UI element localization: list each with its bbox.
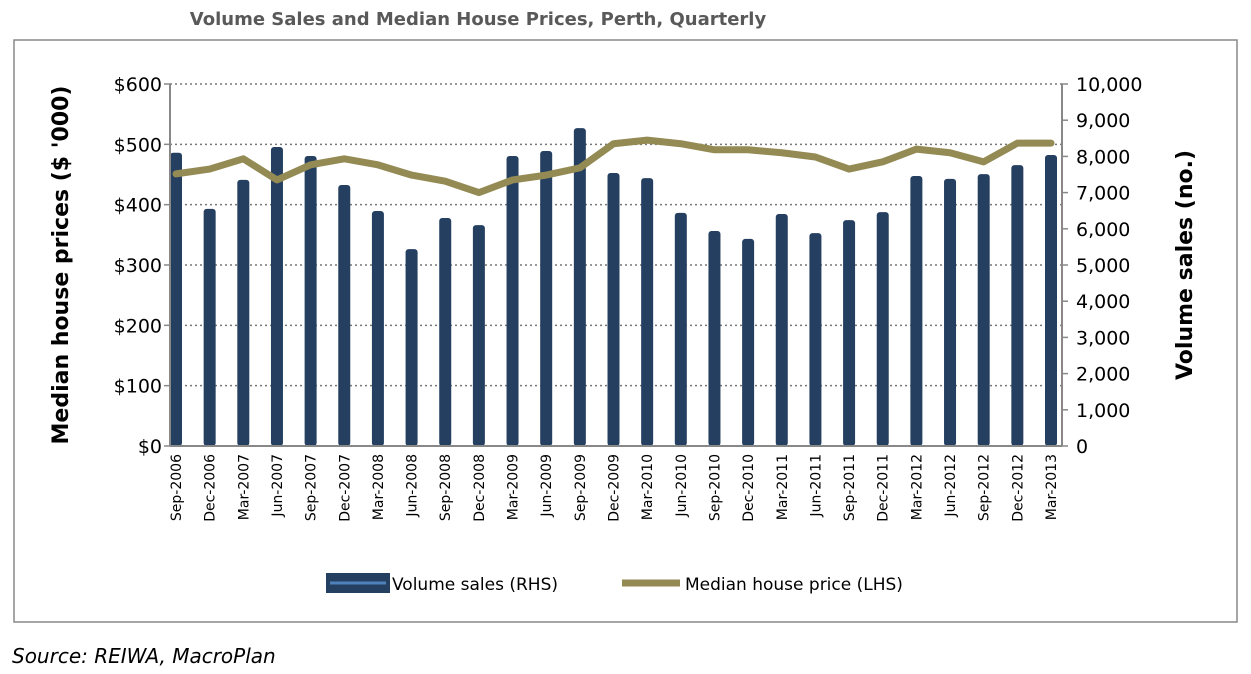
y-tick-label-left: $600 [114, 74, 162, 96]
x-tick-label: Jun-2012 [943, 454, 959, 518]
bar-volume-Jun-2010 [674, 212, 687, 446]
x-tick-label: Dec-2010 [741, 454, 757, 522]
y-tick-label-right: 2,000 [1076, 364, 1130, 386]
y-tick-label-right: 0 [1076, 436, 1088, 458]
x-tick-label: Jun-2011 [808, 454, 824, 518]
x-tick-label: Dec-2008 [472, 454, 488, 522]
bar-volume-Dec-2011 [876, 212, 889, 446]
y-tick-label-right: 5,000 [1076, 255, 1130, 277]
legend-label-volume: Volume sales (RHS) [392, 575, 558, 595]
bar-volume-Mar-2008 [371, 211, 384, 446]
bar-volume-Mar-2010 [641, 178, 654, 446]
x-tick-label: Jun-2009 [539, 454, 555, 518]
x-tick-label: Jun-2008 [405, 454, 421, 518]
bar-volume-Sep-2012 [977, 174, 990, 446]
x-tick-label: Sep-2011 [842, 454, 858, 521]
bar-volume-Dec-2008 [472, 225, 485, 446]
y-tick-label-right: 10,000 [1076, 74, 1142, 96]
legend-label-price: Median house price (LHS) [685, 575, 903, 595]
y-tick-label-right: 4,000 [1076, 291, 1130, 313]
x-tick-label: Sep-2007 [304, 454, 320, 521]
y-tick-label-left: $100 [114, 376, 162, 398]
bar-volume-Jun-2009 [540, 150, 553, 446]
bar-volume-Dec-2010 [742, 238, 755, 446]
x-tick-label: Sep-2006 [169, 454, 185, 521]
bar-volume-Mar-2012 [910, 175, 923, 446]
x-tick-label: Sep-2008 [438, 454, 454, 521]
bar-volume-Mar-2013 [1045, 154, 1057, 446]
y-axis-label-left: Median house prices ($ '000) [49, 86, 74, 445]
x-tick-label: Mar-2013 [1044, 454, 1060, 520]
bar-volume-Sep-2008 [439, 217, 452, 446]
chart-title: Volume Sales and Median House Prices, Pe… [190, 9, 767, 30]
x-tick-label: Jun-2007 [270, 454, 286, 518]
bar-volume-Jun-2011 [809, 233, 822, 446]
x-tick-label: Jun-2010 [674, 454, 690, 518]
y-tick-label-left: $200 [114, 315, 162, 337]
x-tick-label: Mar-2008 [371, 454, 387, 520]
x-tick-label: Mar-2009 [506, 454, 522, 520]
bar-volume-Sep-2011 [843, 220, 856, 446]
x-tick-label: Sep-2010 [707, 454, 723, 521]
chart-frame [13, 39, 1238, 623]
y-tick-label-left: $0 [138, 436, 162, 458]
legend: Volume sales (RHS) Median house price (L… [326, 573, 903, 595]
x-tick-label: Mar-2012 [909, 454, 925, 520]
y-axis-label-right: Volume sales (no.) [1173, 150, 1198, 380]
bar-volume-Sep-2010 [708, 230, 721, 446]
y-tick-label-right: 8,000 [1076, 146, 1130, 168]
y-tick-label-right: 6,000 [1076, 219, 1130, 241]
bar-volume-Dec-2012 [1011, 165, 1024, 446]
bar-volume-Dec-2007 [338, 184, 351, 447]
y-tick-label-left: $500 [114, 134, 162, 156]
y-tick-label-right: 9,000 [1076, 110, 1130, 132]
y-tick-label-left: $300 [114, 255, 162, 277]
y-tick-label-right: 3,000 [1076, 327, 1130, 349]
x-tick-label: Dec-2007 [337, 454, 353, 522]
bar-volume-Jun-2007 [270, 146, 283, 446]
x-tick-label: Mar-2011 [775, 454, 791, 520]
bar-volume-Sep-2007 [304, 156, 317, 446]
bar-volume-Mar-2007 [237, 179, 250, 446]
x-tick-label: Mar-2007 [236, 454, 252, 520]
bar-volume-Mar-2009 [506, 156, 519, 446]
x-tick-label: Dec-2006 [203, 454, 219, 522]
x-tick-label: Dec-2011 [876, 454, 892, 522]
bar-volume-Jun-2008 [405, 249, 418, 446]
bar-volume-Jun-2012 [944, 178, 957, 446]
bar-volume-Mar-2011 [775, 213, 788, 446]
x-tick-label: Sep-2009 [573, 454, 589, 521]
bar-volume-Dec-2006 [203, 208, 216, 446]
x-tick-label: Mar-2010 [640, 454, 656, 520]
y-tick-label-right: 7,000 [1076, 183, 1130, 205]
bar-volume-Dec-2009 [607, 173, 620, 446]
x-tick-label: Sep-2012 [977, 454, 993, 521]
bar-volume-Sep-2009 [573, 128, 586, 446]
bar-volume-Sep-2006 [170, 152, 182, 446]
y-tick-label-left: $400 [114, 195, 162, 217]
y-tick-label-right: 1,000 [1076, 400, 1130, 422]
source-note: Source: REIWA, MacroPlan [12, 644, 276, 668]
x-tick-label: Dec-2009 [607, 454, 623, 522]
x-tick-label: Dec-2012 [1010, 454, 1026, 522]
